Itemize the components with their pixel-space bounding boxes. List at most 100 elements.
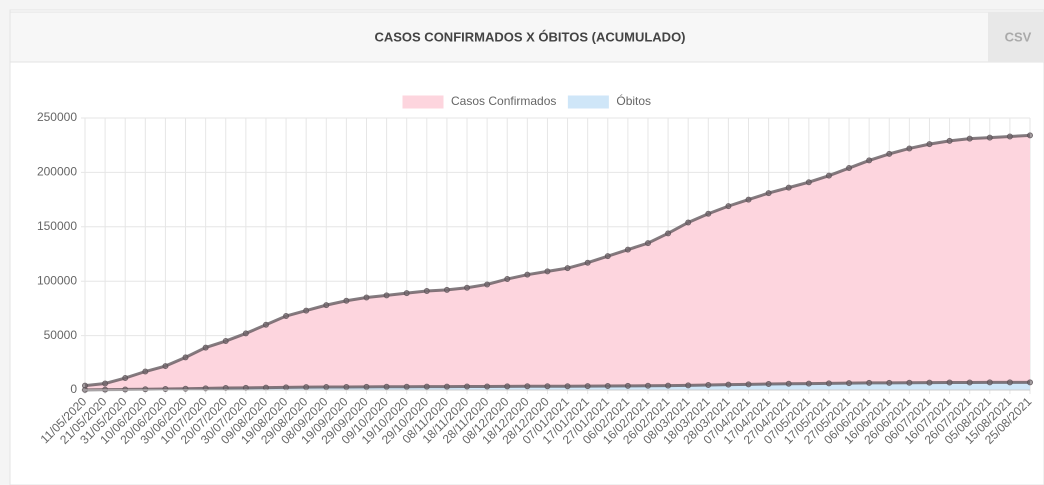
area (85, 135, 1030, 390)
point (202, 344, 209, 351)
point (986, 379, 993, 386)
point (222, 338, 229, 345)
point (524, 271, 531, 278)
point (383, 383, 390, 390)
point (1027, 132, 1033, 139)
point (906, 145, 913, 152)
point (303, 307, 310, 314)
point (825, 380, 832, 387)
point (725, 203, 732, 210)
point (644, 382, 651, 389)
point (142, 386, 149, 393)
point (343, 383, 350, 390)
point (122, 386, 129, 393)
point (966, 379, 973, 386)
point (866, 379, 873, 386)
point (403, 383, 410, 390)
point (484, 383, 491, 390)
point (423, 383, 430, 390)
point (564, 383, 571, 390)
point (343, 297, 350, 304)
point (665, 382, 672, 389)
point (283, 384, 290, 391)
line (84, 133, 1031, 388)
point (122, 375, 129, 382)
point (142, 368, 149, 375)
point (725, 381, 732, 388)
point (323, 302, 330, 309)
point (544, 383, 551, 390)
point (624, 382, 631, 389)
point (383, 292, 390, 299)
point (584, 383, 591, 390)
point (262, 384, 269, 391)
point (866, 157, 873, 164)
point (162, 386, 169, 393)
point (443, 383, 450, 390)
point (745, 381, 752, 388)
y-tick-label: 50000 (44, 328, 78, 342)
point (464, 284, 471, 291)
csv-button[interactable] (988, 12, 1044, 62)
point (705, 381, 712, 388)
point (785, 380, 792, 387)
point (765, 381, 772, 388)
point (242, 330, 249, 337)
point (403, 290, 410, 297)
point (765, 190, 772, 197)
point (886, 150, 893, 157)
point (323, 384, 330, 391)
point (946, 137, 953, 144)
point (1027, 379, 1033, 386)
point (363, 294, 370, 301)
point (102, 380, 109, 387)
point (423, 287, 430, 294)
card-header (9, 11, 1044, 63)
point (604, 382, 611, 389)
point (524, 383, 531, 390)
point (644, 240, 651, 247)
point (966, 135, 973, 142)
y-tick-label: 200000 (37, 165, 77, 179)
point (805, 380, 812, 387)
point (303, 384, 310, 391)
point (805, 179, 812, 186)
y-tick-label: 150000 (37, 219, 77, 233)
point (363, 383, 370, 390)
point (182, 354, 189, 361)
point (604, 253, 611, 260)
point (504, 276, 511, 283)
point (926, 141, 933, 148)
line (84, 380, 1030, 392)
legend-swatch (402, 95, 444, 109)
point (262, 321, 269, 328)
point (544, 268, 551, 275)
y-tick-label: 250000 (37, 110, 77, 124)
point (705, 210, 712, 217)
point (584, 259, 591, 266)
point (986, 134, 993, 141)
y-tick-label: 0 (70, 382, 77, 396)
point (926, 379, 933, 386)
point (564, 265, 571, 272)
point (484, 281, 491, 288)
legend-label: Casos Confirmados (451, 94, 556, 108)
point (1006, 379, 1013, 386)
csv-button-label[interactable]: CSV (1005, 29, 1032, 44)
point (825, 172, 832, 179)
y-tick-label: 100000 (37, 273, 77, 287)
point (906, 379, 913, 386)
point (1006, 133, 1013, 140)
point (846, 380, 853, 387)
point (443, 286, 450, 293)
point (222, 385, 229, 392)
point (504, 383, 511, 390)
point (685, 219, 692, 226)
point (464, 383, 471, 390)
point (624, 246, 631, 253)
legend-label: Óbitos (616, 93, 651, 108)
point (886, 379, 893, 386)
point (785, 184, 792, 191)
point (745, 196, 752, 203)
